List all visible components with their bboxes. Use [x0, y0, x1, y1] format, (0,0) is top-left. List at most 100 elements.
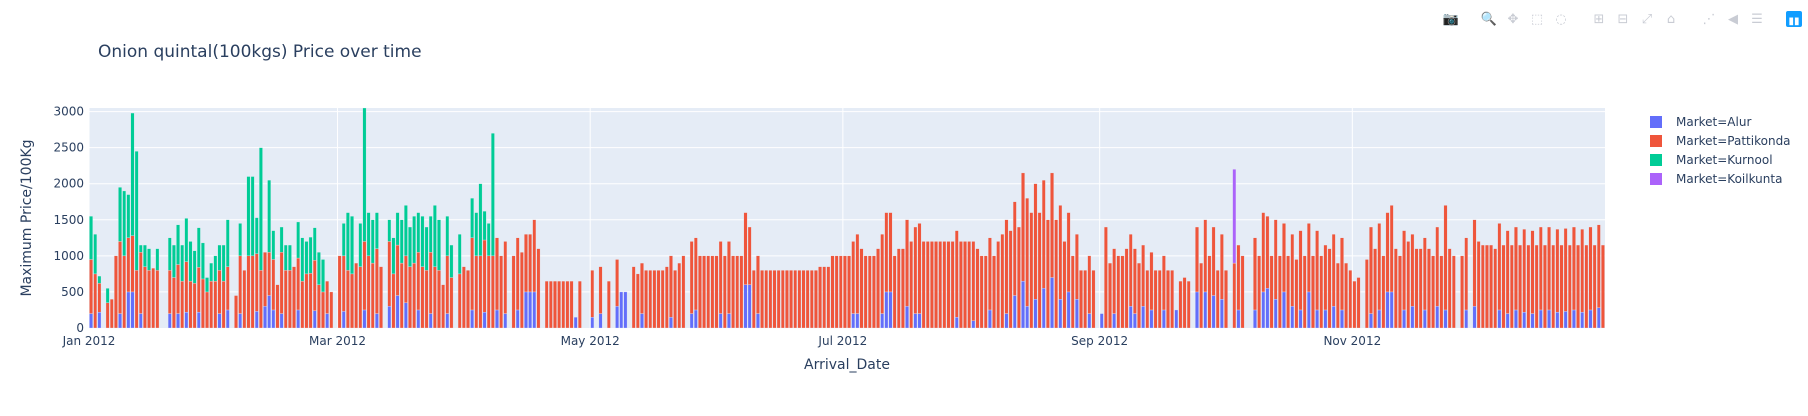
bar-alur[interactable] — [375, 313, 379, 329]
bar-pattikonda[interactable] — [1137, 262, 1141, 329]
bar-pattikonda[interactable] — [1104, 226, 1108, 329]
bar-pattikonda[interactable] — [631, 266, 636, 329]
bar-pattikonda[interactable] — [350, 273, 354, 329]
bar-kurnool[interactable] — [213, 255, 218, 282]
bar-kurnool[interactable] — [404, 205, 408, 257]
bar-pattikonda[interactable] — [718, 241, 723, 314]
bar-pattikonda[interactable] — [930, 241, 934, 329]
bar-pattikonda[interactable] — [950, 241, 955, 329]
bar-pattikonda[interactable] — [872, 255, 876, 329]
bar-alur[interactable] — [954, 317, 959, 329]
bar-pattikonda[interactable] — [652, 270, 657, 329]
bar-pattikonda[interactable] — [1108, 262, 1112, 329]
bar-pattikonda[interactable] — [317, 284, 321, 329]
bar-kurnool[interactable] — [188, 241, 193, 282]
bar-pattikonda[interactable] — [1153, 270, 1158, 329]
bar-pattikonda[interactable] — [1530, 230, 1535, 314]
bar-pattikonda[interactable] — [271, 259, 276, 311]
bar-pattikonda[interactable] — [847, 255, 851, 329]
bar-pattikonda[interactable] — [283, 270, 288, 329]
bar-alur[interactable] — [1538, 309, 1543, 329]
bar-pattikonda[interactable] — [855, 234, 860, 314]
bar-pattikonda[interactable] — [739, 255, 744, 329]
bar-pattikonda[interactable] — [1261, 212, 1266, 293]
bar-pattikonda[interactable] — [1489, 244, 1493, 329]
bar-alur[interactable] — [176, 313, 180, 329]
bar-pattikonda[interactable] — [785, 270, 789, 329]
bar-pattikonda[interactable] — [1012, 201, 1017, 296]
bar-pattikonda[interactable] — [486, 255, 491, 329]
bar-alur[interactable] — [988, 309, 992, 329]
bar-alur[interactable] — [1530, 313, 1535, 329]
bar-pattikonda[interactable] — [126, 237, 131, 293]
lasso-select-icon[interactable]: ◌ — [1555, 11, 1567, 27]
bar-pattikonda[interactable] — [921, 241, 926, 329]
bar-pattikonda[interactable] — [532, 219, 537, 293]
bar-pattikonda[interactable] — [482, 239, 487, 313]
bar-alur[interactable] — [1307, 291, 1311, 329]
bar-pattikonda[interactable] — [1269, 255, 1274, 329]
bar-pattikonda[interactable] — [288, 270, 292, 329]
bar-pattikonda[interactable] — [1302, 255, 1307, 329]
bar-pattikonda[interactable] — [793, 270, 798, 329]
bar-pattikonda[interactable] — [97, 283, 102, 313]
bar-pattikonda[interactable] — [913, 226, 918, 314]
bar-pattikonda[interactable] — [967, 241, 971, 329]
bar-kurnool[interactable] — [391, 237, 396, 275]
bar-pattikonda[interactable] — [478, 255, 483, 329]
bar-kurnool[interactable] — [267, 179, 271, 253]
bar-alur[interactable] — [905, 306, 909, 329]
bar-kurnool[interactable] — [387, 219, 392, 242]
bar-kurnool[interactable] — [184, 218, 189, 262]
bar-alur[interactable] — [1041, 288, 1046, 329]
bar-alur[interactable] — [1253, 309, 1257, 329]
bar-kurnool[interactable] — [300, 237, 305, 282]
bar-pattikonda[interactable] — [694, 237, 698, 311]
bar-pattikonda[interactable] — [1199, 262, 1203, 329]
bar-pattikonda[interactable] — [205, 291, 209, 329]
bar-pattikonda[interactable] — [424, 270, 429, 329]
bar-pattikonda[interactable] — [1431, 255, 1435, 329]
bar-pattikonda[interactable] — [731, 255, 735, 329]
bar-alur[interactable] — [884, 291, 889, 329]
bar-pattikonda[interactable] — [1352, 280, 1357, 329]
bar-pattikonda[interactable] — [942, 241, 947, 329]
bar-pattikonda[interactable] — [1240, 255, 1245, 329]
bar-alur[interactable] — [515, 309, 520, 329]
bar-alur[interactable] — [528, 291, 532, 329]
bar-pattikonda[interactable] — [867, 255, 872, 329]
bar-pattikonda[interactable] — [362, 241, 367, 311]
bar-pattikonda[interactable] — [399, 262, 404, 329]
bar-pattikonda[interactable] — [1476, 241, 1481, 329]
bar-pattikonda[interactable] — [201, 278, 205, 329]
bar-pattikonda[interactable] — [689, 241, 694, 314]
bar-pattikonda[interactable] — [1460, 255, 1464, 329]
bar-alur[interactable] — [482, 311, 487, 329]
bar-pattikonda[interactable] — [109, 298, 114, 329]
bar-pattikonda[interactable] — [1596, 224, 1601, 308]
bar-alur[interactable] — [1402, 309, 1406, 329]
bar-alur[interactable] — [89, 313, 93, 329]
bar-alur[interactable] — [747, 284, 752, 329]
bar-kurnool[interactable] — [138, 244, 143, 253]
bar-alur[interactable] — [669, 317, 673, 329]
bar-alur[interactable] — [1340, 309, 1344, 329]
bar-kurnool[interactable] — [147, 248, 151, 271]
bar-alur[interactable] — [1050, 277, 1054, 329]
bar-alur[interactable] — [1211, 295, 1216, 329]
bar-kurnool[interactable] — [416, 212, 421, 253]
bar-pattikonda[interactable] — [992, 255, 996, 329]
bar-alur[interactable] — [1298, 309, 1303, 329]
bar-pattikonda[interactable] — [1149, 252, 1154, 311]
bar-pattikonda[interactable] — [809, 270, 814, 329]
bar-alur[interactable] — [1472, 306, 1477, 329]
bar-kurnool[interactable] — [304, 241, 309, 275]
bar-alur[interactable] — [1443, 309, 1448, 329]
bar-pattikonda[interactable] — [644, 270, 648, 329]
bar-alur[interactable] — [1389, 291, 1394, 329]
bar-alur[interactable] — [913, 313, 918, 329]
bar-pattikonda[interactable] — [822, 266, 827, 329]
bar-pattikonda[interactable] — [1406, 241, 1411, 329]
bar-pattikonda[interactable] — [1505, 230, 1510, 314]
bar-alur[interactable] — [1410, 306, 1415, 329]
